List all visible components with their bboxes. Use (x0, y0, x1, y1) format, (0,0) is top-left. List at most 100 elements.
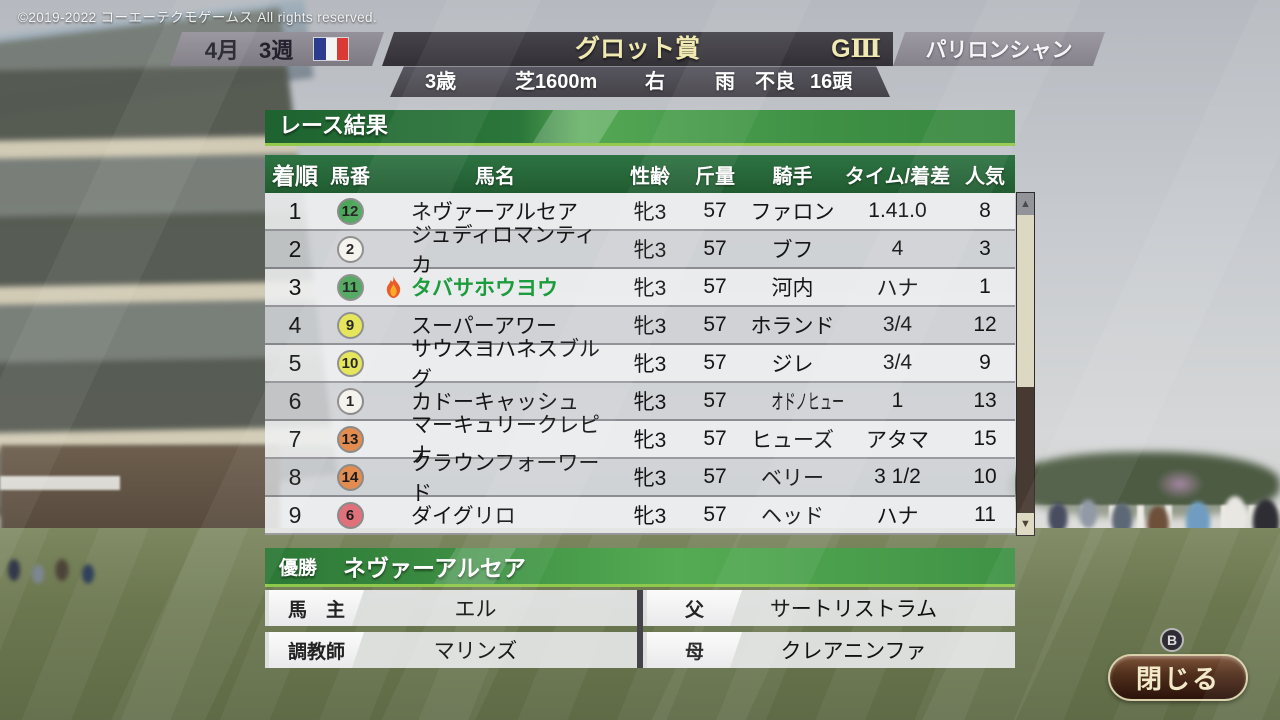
month-label: 4月 (204, 38, 239, 63)
race-results-panel: レース結果 着順 馬番 馬名 性齢 斤量 騎手 タイム/着差 人気 1 12 ネヴァーアルセア 牝3… (265, 110, 1015, 535)
horse-name: ネヴァーアルセア (411, 201, 578, 224)
france-flag-icon (313, 37, 349, 61)
bracket-number-badge: 14 (336, 463, 364, 491)
sire-row: 父 サートリストラム (643, 590, 1015, 626)
time-or-margin: 1.41.0 (868, 199, 927, 222)
bracket-number-badge: 12 (336, 197, 364, 225)
copyright-text: ©2019-2022 コーエーテクモゲームス All rights reserv… (18, 10, 378, 25)
finish-position: 7 (288, 425, 302, 452)
result-row-7: 7 13 マーキュリークレピナ 牝3 57 ヒューズ アタマ 15 (265, 414, 1015, 467)
trainer-row: 調教師 マリンズ (265, 632, 637, 668)
race-grade: GⅢ (831, 35, 881, 63)
trainer-value: マリンズ (433, 640, 518, 663)
owner-value: エル (454, 598, 497, 621)
horse-number-cell: 13 (325, 425, 375, 453)
horse-name: ダイグリロ (411, 505, 516, 528)
owned-flame-slot (375, 275, 411, 300)
sex-age: 牝3 (633, 429, 667, 452)
column-header: 性齢 (630, 165, 670, 188)
popularity: 8 (979, 199, 991, 222)
popularity: 10 (973, 465, 997, 488)
winner-bar: 優勝 ネヴァーアルセア (265, 548, 1015, 587)
jockey-name: ホランド (750, 315, 835, 338)
carried-weight: 57 (703, 389, 727, 412)
finish-position: 9 (288, 501, 302, 528)
bracket-number-badge: 9 (336, 311, 364, 339)
jockey-name: オドノヒュー (771, 391, 845, 414)
jockey-name: ベリー (761, 467, 824, 490)
sex-age: 牝3 (633, 277, 667, 300)
scroll-up-icon: ▲ (1020, 198, 1031, 210)
time-or-margin: 4 (891, 237, 904, 260)
horse-name: ジュディロマンティカ (411, 224, 596, 277)
trainer-label: 調教師 (269, 632, 364, 668)
carried-weight: 57 (703, 351, 727, 374)
bracket-number-badge: 10 (336, 349, 364, 377)
horse-number-cell: 12 (325, 197, 375, 225)
horse-number-cell: 9 (325, 311, 375, 339)
jockey-name: 河内 (771, 277, 814, 300)
result-row-9: 9 6 ダイグリロ 牝3 57 ヘッド ハナ 11 (265, 497, 1015, 535)
results-rows: 1 12 ネヴァーアルセア 牝3 57 ファロン 1.41.0 8 2 2 ジュディロマンティカ 牝3… (265, 193, 1015, 535)
jockey-name: ファロン (750, 201, 835, 224)
popularity: 11 (974, 503, 996, 526)
sire-value: サートリストラム (769, 598, 938, 621)
column-header: 斤量 (695, 165, 735, 188)
result-row-2: 2 2 ジュディロマンティカ 牝3 57 ブフ 4 3 (265, 224, 1015, 277)
result-row-3: 3 11 タバサホウヨウ 牝3 57 河内 ハナ 1 (265, 269, 1015, 307)
column-header: 馬名 (475, 165, 515, 188)
bracket-number-badge: 11 (336, 273, 364, 301)
age-condition: 3歳 (425, 71, 457, 93)
horse-number-cell: 1 (325, 387, 375, 415)
scroll-down-button[interactable]: ▼ (1017, 513, 1034, 535)
column-header: タイム/着差 (844, 165, 951, 188)
time-or-margin: 3/4 (882, 313, 913, 336)
dam-label: 母 (647, 632, 742, 668)
race-title-bar: グロット賞 GⅢ (382, 32, 893, 66)
carried-weight: 57 (703, 313, 727, 336)
winner-label: 優勝 (279, 557, 318, 579)
carried-weight: 57 (703, 275, 727, 298)
popularity: 12 (973, 313, 997, 336)
sex-age: 牝3 (633, 353, 667, 376)
race-conditions-bar: 3歳 芝1600m 右 雨 不良 16頭 (390, 66, 890, 97)
sex-age: 牝3 (633, 467, 667, 490)
going-condition: 不良 (755, 71, 795, 93)
gamepad-b-hint: B (1160, 628, 1184, 652)
horse-number-cell: 14 (325, 463, 375, 491)
scrollbar-thumb[interactable] (1017, 215, 1034, 387)
course-condition: 芝1600m (515, 71, 598, 93)
sire-label: 父 (647, 590, 742, 626)
sex-age: 牝3 (633, 391, 667, 414)
finish-position: 3 (288, 273, 302, 300)
column-header: 人気 (965, 165, 1005, 188)
result-row-5: 5 10 サウスヨハネスブルグ 牝3 57 ジレ 3/4 9 (265, 338, 1015, 391)
column-header: 着順 (272, 163, 318, 189)
popularity: 1 (979, 275, 991, 298)
finish-position: 2 (288, 235, 302, 262)
week-label: 3週 (259, 38, 294, 63)
jockey-name: ジレ (771, 353, 814, 376)
close-button[interactable]: 閉じる (1108, 654, 1248, 701)
finish-position: 4 (288, 311, 302, 338)
results-scrollbar[interactable]: ▲ ▼ (1016, 192, 1035, 536)
time-or-margin: 3 1/2 (874, 465, 921, 488)
results-title-bar: レース結果 (265, 110, 1015, 146)
horse-name: マーキュリークレピナ (411, 414, 600, 467)
winner-name: ネヴァーアルセア (343, 555, 526, 581)
carried-weight: 57 (703, 237, 727, 260)
time-or-margin: 1 (891, 389, 904, 412)
field-size: 16頭 (810, 71, 853, 93)
horse-name: サウスヨハネスブルグ (411, 338, 600, 391)
bracket-number-badge: 13 (336, 425, 364, 453)
jockey-name: ヒューズ (751, 429, 834, 452)
scroll-up-button[interactable]: ▲ (1017, 193, 1034, 215)
owner-row: 馬 主 エル (265, 590, 637, 626)
sex-age: 牝3 (633, 201, 667, 224)
jockey-name: ブフ (771, 239, 814, 262)
bracket-number-badge: 6 (336, 501, 364, 529)
carried-weight: 57 (703, 503, 727, 526)
horse-number-cell: 10 (325, 349, 375, 377)
popularity: 9 (979, 351, 991, 374)
